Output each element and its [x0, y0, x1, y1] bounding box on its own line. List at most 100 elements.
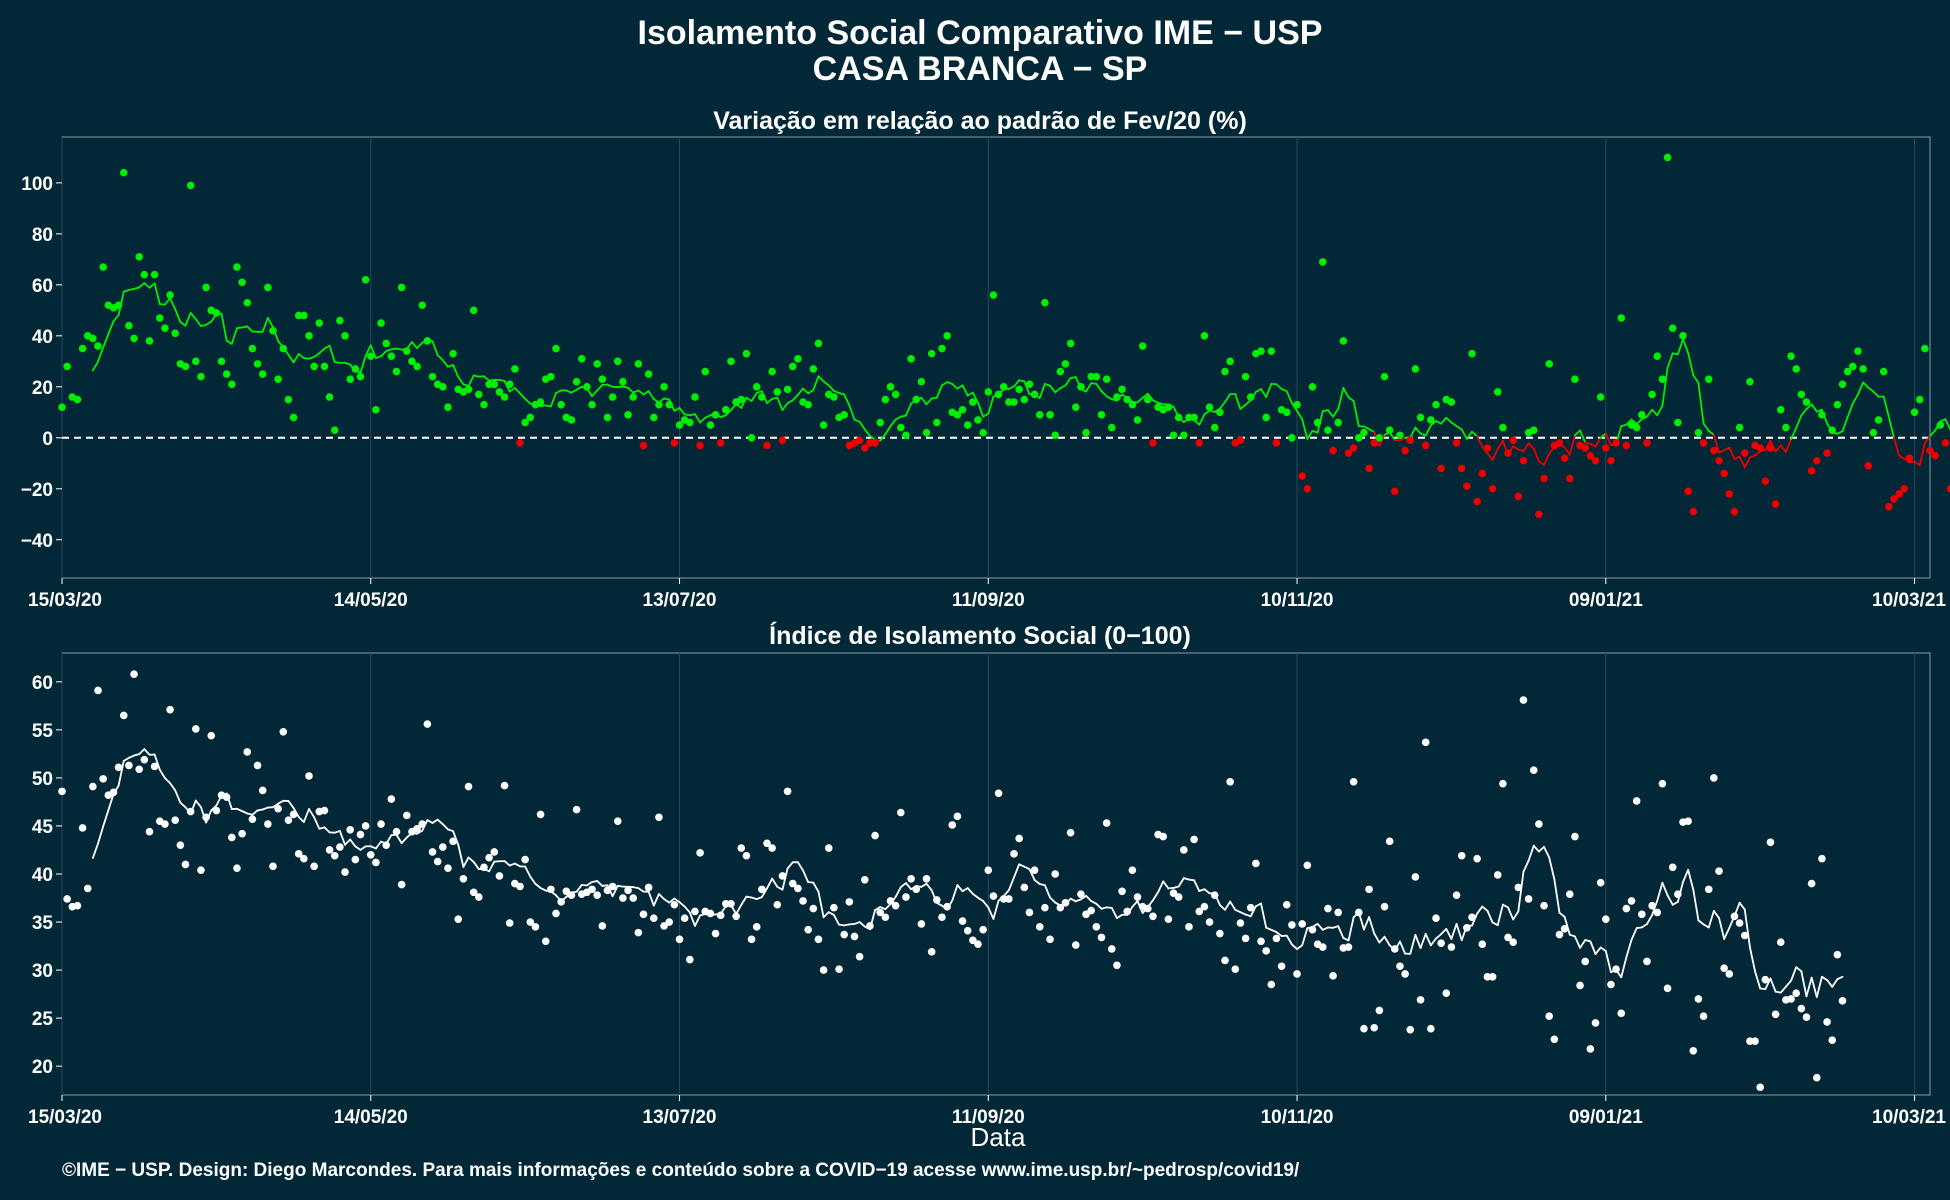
- data-point: [1344, 449, 1353, 457]
- data-point: [583, 383, 591, 391]
- data-point: [1581, 444, 1590, 452]
- moving-average-segment: [1929, 429, 1937, 437]
- data-point: [475, 390, 483, 399]
- moving-average-segment: [1218, 904, 1226, 911]
- data-point: [794, 884, 802, 893]
- data-point: [855, 952, 864, 961]
- moving-average-segment: [1805, 976, 1813, 998]
- data-point: [989, 892, 998, 900]
- moving-average-segment: [1790, 966, 1798, 982]
- moving-average-segment: [1625, 418, 1633, 426]
- data-point: [974, 940, 982, 948]
- data-point: [1010, 398, 1018, 406]
- moving-average-segment: [225, 339, 233, 345]
- data-point: [1365, 885, 1373, 894]
- data-point: [1406, 436, 1415, 445]
- x-tick-label: 10/11/20: [1261, 1107, 1334, 1128]
- data-point: [1107, 945, 1116, 953]
- data-point: [243, 748, 252, 756]
- data-point: [675, 421, 684, 429]
- data-point: [1118, 887, 1126, 896]
- y-tick-label: 30: [32, 961, 53, 982]
- data-point: [1370, 439, 1379, 447]
- moving-average-segment: [1656, 404, 1664, 417]
- data-point: [1488, 973, 1497, 981]
- data-point: [1349, 444, 1358, 452]
- data-point: [439, 383, 447, 391]
- moving-average-segment: [1630, 418, 1638, 425]
- moving-average-segment: [776, 396, 784, 412]
- data-point: [1174, 893, 1183, 901]
- moving-average-segment: [467, 856, 475, 863]
- moving-average-segment: [513, 862, 521, 868]
- data-point: [963, 421, 972, 429]
- moving-average-segment: [822, 380, 830, 387]
- moving-average-segment: [1059, 384, 1067, 390]
- moving-average-segment: [1157, 880, 1165, 894]
- data-point: [166, 291, 174, 299]
- data-point: [1447, 943, 1456, 951]
- moving-average-segment: [1080, 894, 1087, 901]
- moving-average-segment: [827, 911, 835, 916]
- data-point: [1030, 390, 1039, 399]
- data-point: [1766, 444, 1775, 452]
- data-point: [1077, 890, 1085, 898]
- moving-average-segment: [575, 385, 583, 391]
- data-point: [1854, 347, 1862, 355]
- data-point: [418, 820, 427, 828]
- data-point: [238, 278, 246, 287]
- data-point: [907, 354, 915, 363]
- index-points: [58, 670, 1847, 1092]
- moving-average-segment: [1815, 975, 1823, 998]
- moving-average-segment: [570, 388, 578, 394]
- data-point: [1226, 777, 1234, 786]
- moving-average-segment: [1543, 452, 1551, 466]
- data-point: [480, 863, 488, 872]
- data-point: [1329, 972, 1337, 980]
- data-point: [1828, 1036, 1837, 1045]
- moving-average-segment: [1682, 338, 1690, 354]
- moving-average-segment: [817, 375, 825, 383]
- moving-average-segment: [1553, 878, 1561, 914]
- data-point: [1545, 1012, 1553, 1021]
- data-point: [686, 418, 694, 427]
- data-point: [1596, 878, 1605, 887]
- moving-average-segment: [1002, 889, 1010, 897]
- y-tick-label: 20: [32, 1057, 53, 1078]
- moving-average-segment: [647, 390, 655, 401]
- data-point: [819, 966, 828, 974]
- data-point: [1205, 918, 1214, 926]
- data-point: [557, 898, 565, 906]
- moving-average-segment: [313, 352, 321, 358]
- data-point: [320, 806, 329, 815]
- data-point: [1334, 418, 1343, 427]
- moving-average-segment: [1790, 427, 1798, 441]
- data-point: [1226, 357, 1234, 366]
- moving-average-segment: [1023, 380, 1031, 395]
- data-point: [881, 913, 890, 922]
- data-point: [336, 843, 344, 851]
- moving-average-segment: [1748, 946, 1756, 973]
- data-point: [804, 400, 812, 409]
- data-point: [1751, 1037, 1759, 1045]
- moving-average-segment: [1862, 381, 1870, 389]
- moving-average-segment: [1337, 387, 1345, 410]
- moving-average-segment: [1774, 444, 1782, 453]
- data-point: [1180, 431, 1188, 440]
- moving-average-segment: [261, 806, 269, 811]
- data-point: [958, 405, 967, 414]
- moving-average-segment: [694, 914, 702, 927]
- data-point: [619, 377, 627, 386]
- moving-average-segment: [411, 341, 418, 350]
- moving-average-segment: [1754, 450, 1762, 457]
- moving-average-segment: [652, 893, 660, 907]
- moving-average-segment: [894, 886, 902, 898]
- data-point: [1272, 934, 1281, 943]
- moving-average-segment: [1054, 387, 1062, 394]
- moving-average-segment: [297, 816, 305, 823]
- data-point: [938, 913, 946, 922]
- data-point: [974, 416, 982, 424]
- data-point: [480, 400, 488, 409]
- data-point: [933, 418, 941, 427]
- data-point: [984, 388, 993, 396]
